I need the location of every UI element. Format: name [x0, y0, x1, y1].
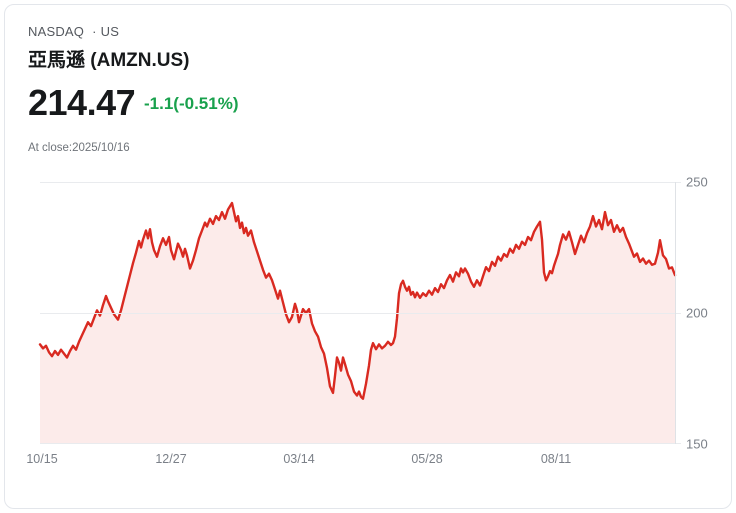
- gridline-150: [40, 443, 681, 444]
- price-area-chart[interactable]: [38, 182, 681, 444]
- y-tick-150: 150: [686, 436, 708, 452]
- plot-right-border: [675, 182, 676, 444]
- x-tick-12-27: 12/27: [155, 452, 187, 466]
- y-tick-250: 250: [686, 174, 708, 190]
- gridline-250: [40, 182, 681, 183]
- as-of-timestamp: At close:2025/10/16: [28, 142, 130, 154]
- price-change: -1.1(-0.51%): [144, 94, 239, 113]
- gridline-200: [40, 313, 681, 314]
- price-line-svg: [38, 201, 677, 444]
- y-axis-labels: 250 200 150: [686, 175, 726, 452]
- x-tick-03-14: 03/14: [283, 452, 315, 466]
- x-axis-labels: 10/15 12/27 03/14 05/28 08/11: [26, 452, 681, 468]
- x-tick-05-28: 05/28: [411, 452, 443, 466]
- x-tick-08-11: 08/11: [540, 452, 572, 466]
- x-tick-10-15: 10/15: [26, 452, 58, 466]
- separator-dot: ·: [92, 24, 97, 39]
- stock-title: 亞馬遜 (AMZN.US): [28, 50, 190, 71]
- stock-quote-card: NASDAQ · US 亞馬遜 (AMZN.US) 214.47 -1.1(-0.5…: [4, 4, 732, 509]
- y-tick-200: 200: [686, 305, 708, 321]
- exchange-label: NASDAQ: [28, 24, 85, 39]
- region-label: US: [100, 24, 120, 39]
- price-area-fill: [40, 203, 675, 444]
- last-price: 214.47: [28, 82, 136, 123]
- price-line: [38, 201, 677, 400]
- exchange-info: NASDAQ · US: [28, 24, 123, 39]
